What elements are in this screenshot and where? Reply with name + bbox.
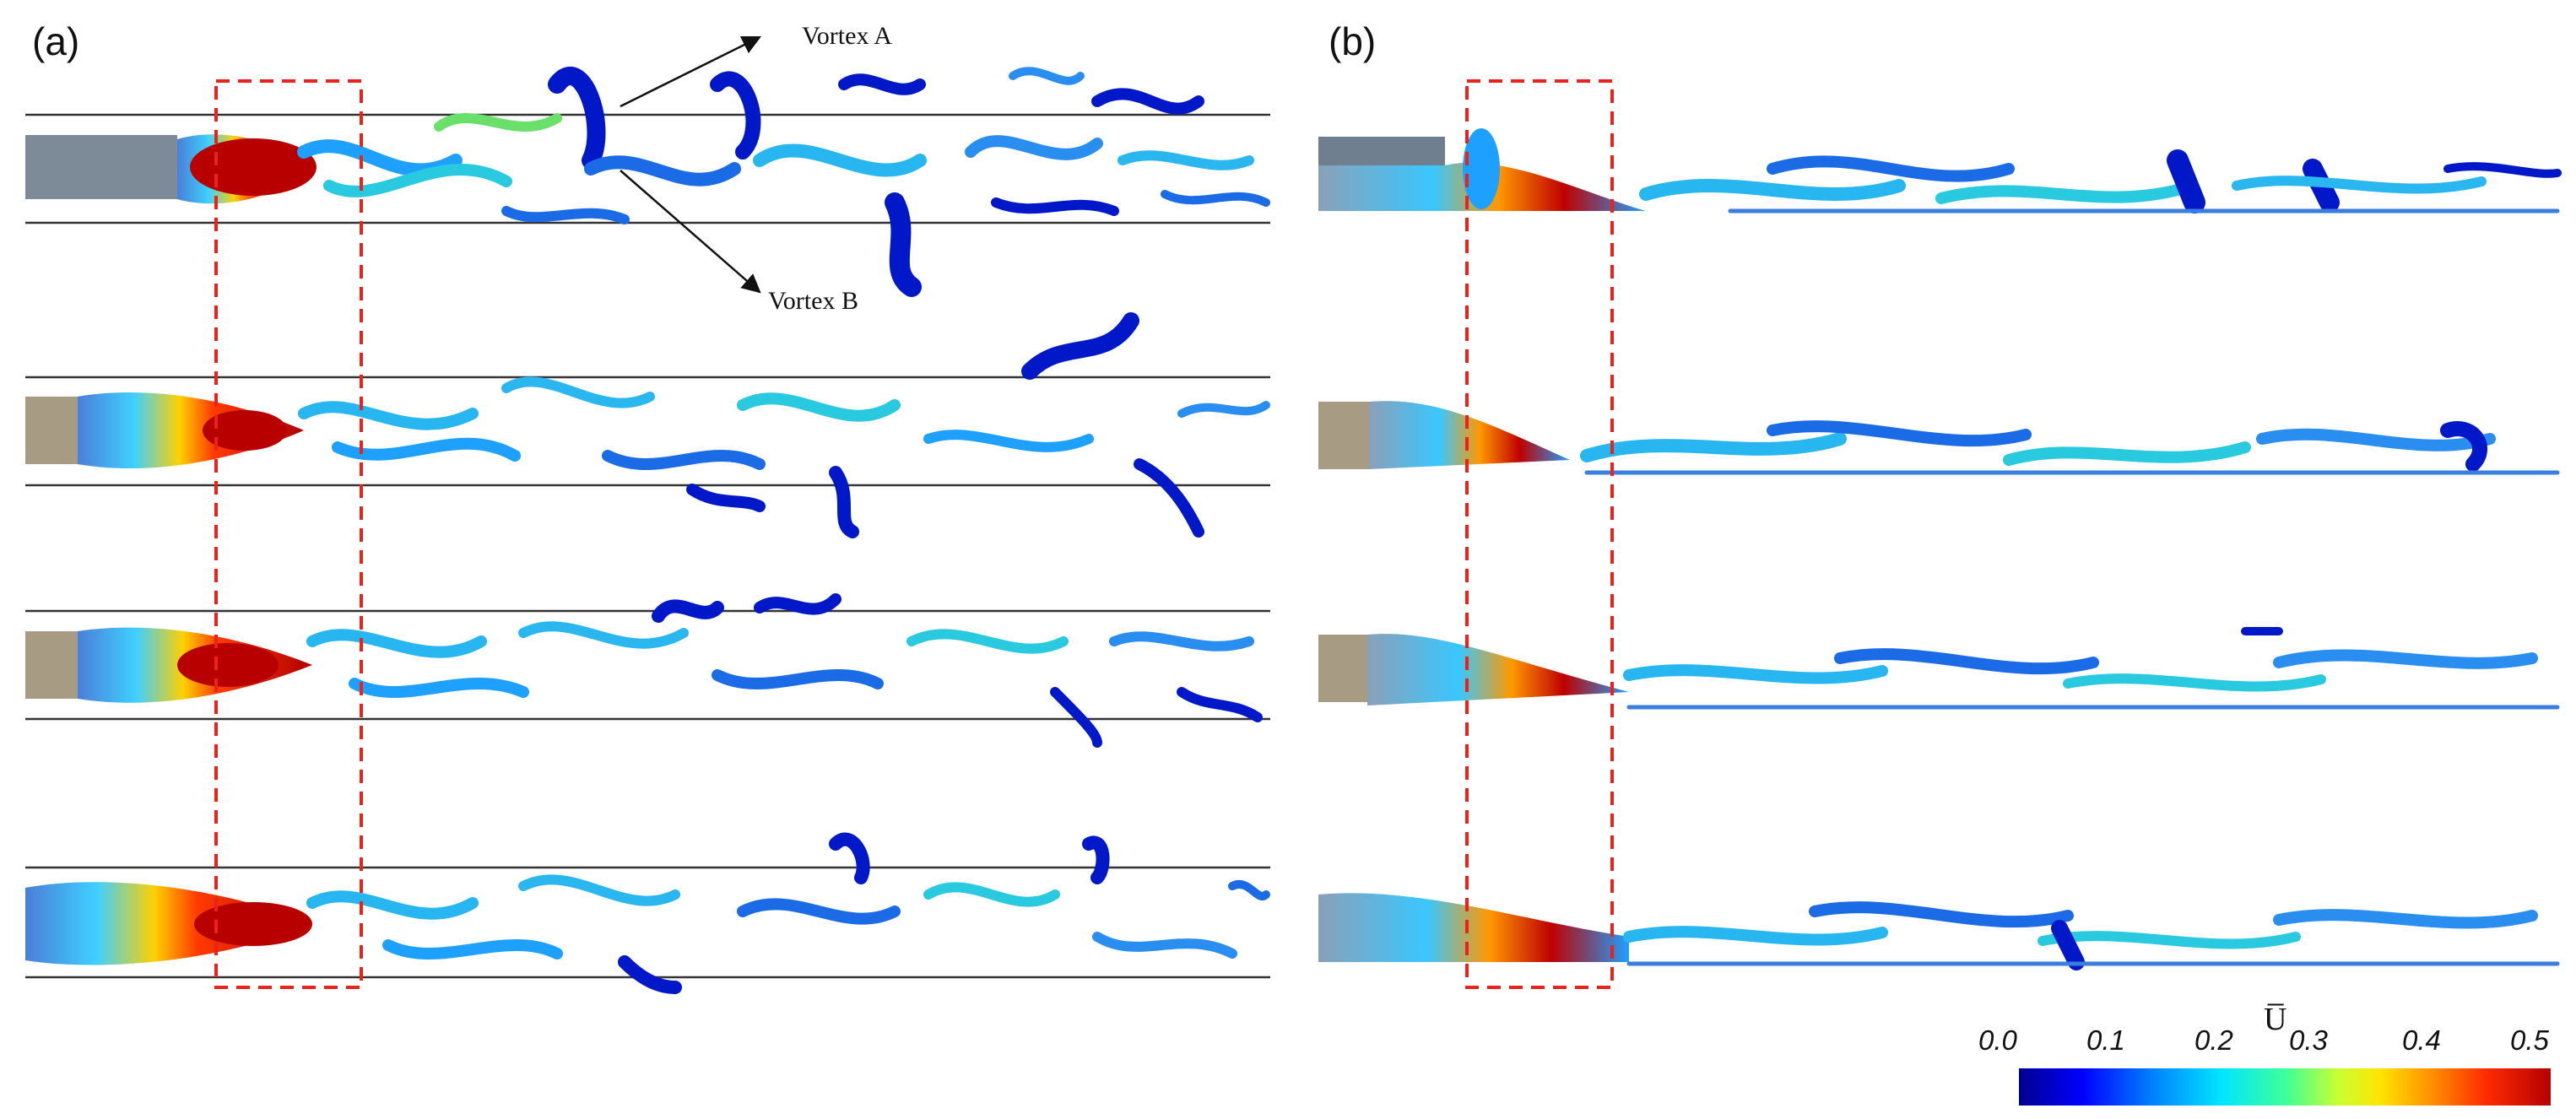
panel-a-row-3	[25, 593, 1270, 748]
vortex-field	[1580, 420, 2560, 475]
panel-a-row-1: Vortex A Vortex B	[25, 22, 1270, 315]
panel-a-row-4	[25, 832, 1270, 994]
colorbar-tick: 0.4	[2402, 1024, 2441, 1056]
colorbar-tick: 0.2	[2194, 1024, 2233, 1056]
vortex-a-arrow	[620, 35, 762, 108]
region-highlight-box-b	[1465, 79, 1614, 989]
panel-b	[1318, 79, 2562, 989]
panel-b-row-1	[1318, 128, 2562, 214]
vortex-field	[298, 312, 1270, 538]
vortex-field	[306, 593, 1263, 748]
inlet-step	[1318, 635, 1367, 702]
vortex-field	[1639, 149, 2562, 214]
inlet-nozzle	[25, 631, 78, 699]
near-wall-jet	[1367, 634, 1629, 705]
inlet-step	[1318, 137, 1445, 165]
region-highlight-box-a	[214, 79, 363, 989]
colorbar-title: U̅	[2264, 1002, 2287, 1037]
inlet-nozzle	[25, 397, 78, 464]
panel-b-row-2	[1318, 401, 2560, 475]
vortex-field	[306, 832, 1270, 994]
vortex-field	[1623, 901, 2560, 970]
colorbar-tick: 0.5	[2510, 1024, 2549, 1056]
panel-b-row-3	[1318, 627, 2560, 710]
vortex-b-arrow	[620, 170, 761, 294]
vortex-field	[297, 67, 1270, 297]
panel-a: Vortex A Vortex B	[25, 22, 1270, 994]
colorbar-tick: 0.0	[1978, 1024, 2017, 1056]
panel-a-row-2	[25, 312, 1270, 538]
panel-a-label: (a)	[32, 19, 80, 63]
inlet-step	[1318, 402, 1369, 469]
colorbar-tick: 0.3	[2289, 1024, 2328, 1056]
panel-b-label: (b)	[1329, 19, 1377, 63]
vortex-a-label: Vortex A	[802, 22, 892, 50]
panel-b-row-4	[1318, 893, 2560, 970]
inlet-nozzle	[25, 135, 177, 199]
vortex-field	[1623, 627, 2560, 710]
colorbar-tick: 0.1	[2086, 1024, 2125, 1056]
near-wall-jet	[1369, 401, 1570, 469]
vortex-b-label: Vortex B	[768, 287, 858, 315]
colorbar-gradient	[2019, 1068, 2551, 1105]
near-wall-jet	[1318, 893, 1629, 962]
